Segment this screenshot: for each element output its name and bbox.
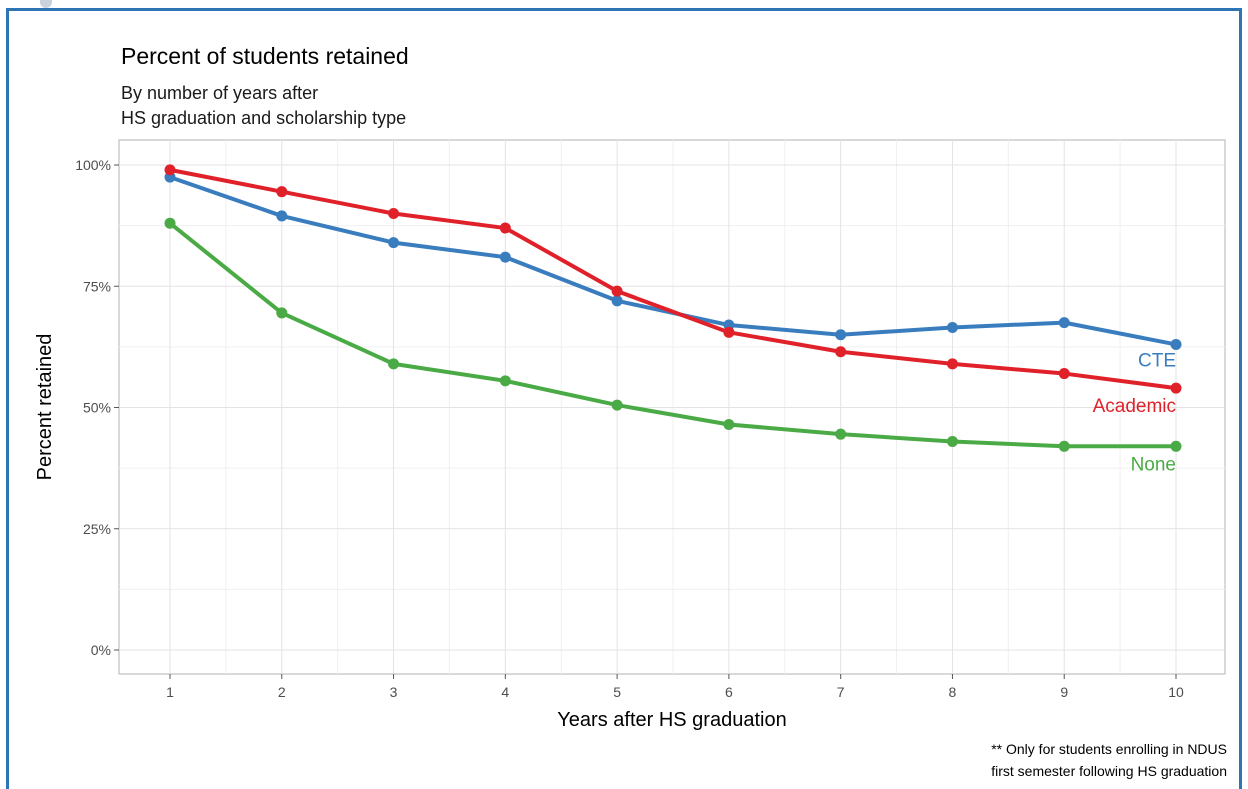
- data-point-academic: [835, 346, 847, 358]
- chart-title: Percent of students retained: [121, 43, 409, 69]
- x-tick-label: 1: [166, 684, 174, 700]
- data-point-none: [1170, 440, 1182, 452]
- data-point-cte: [835, 329, 847, 341]
- x-tick-label: 9: [1060, 684, 1068, 700]
- data-point-none: [611, 399, 623, 411]
- x-tick-label: 8: [949, 684, 957, 700]
- axis-ticks: 0% 25% 50% 75% 100% 1 2 3 4 5 6 7 8 9 10: [75, 157, 1184, 700]
- data-point-cte: [611, 295, 623, 307]
- x-tick-label: 6: [725, 684, 733, 700]
- series-line-academic: [168, 167, 1178, 391]
- data-point-none: [499, 375, 511, 387]
- data-series: [164, 164, 1182, 452]
- series-label-none: None: [1131, 454, 1176, 475]
- data-point-cte: [946, 321, 958, 333]
- frame-corner-mark: [40, 0, 52, 8]
- y-tick-label: 50%: [83, 400, 111, 416]
- data-point-none: [835, 428, 847, 440]
- y-axis-title: Percent retained: [34, 334, 56, 481]
- data-point-none: [1058, 440, 1070, 452]
- footnote-line-1: ** Only for students enrolling in NDUS: [991, 741, 1227, 757]
- x-axis-title: Years after HS graduation: [557, 709, 786, 731]
- data-point-academic: [1058, 368, 1070, 380]
- data-point-none: [388, 358, 400, 370]
- data-point-none: [276, 307, 288, 319]
- y-tick-label: 0%: [91, 642, 111, 658]
- x-tick-label: 3: [390, 684, 398, 700]
- x-tick-label: 4: [501, 684, 509, 700]
- data-point-none: [164, 217, 176, 229]
- data-point-cte: [1058, 317, 1070, 329]
- data-point-academic: [388, 208, 400, 219]
- x-tick-label: 10: [1168, 684, 1184, 700]
- data-point-cte: [276, 210, 288, 222]
- series-label-cte: CTE: [1138, 350, 1176, 371]
- y-tick-label: 100%: [75, 157, 111, 173]
- chart-subtitle-line-1: By number of years after: [121, 83, 318, 103]
- y-tick-label: 25%: [83, 521, 111, 537]
- series-labels: CTE Academic None: [1093, 350, 1176, 475]
- x-tick-label: 7: [837, 684, 845, 700]
- data-point-none: [946, 435, 958, 447]
- footnote-line-2: first semester following HS graduation: [991, 763, 1227, 779]
- series-label-academic: Academic: [1093, 396, 1176, 417]
- data-point-cte: [1170, 338, 1182, 350]
- data-point-cte: [388, 237, 400, 249]
- y-tick-label: 75%: [83, 278, 111, 294]
- x-tick-label: 5: [613, 684, 621, 700]
- data-point-academic: [499, 222, 511, 234]
- x-tick-label: 2: [278, 684, 286, 700]
- data-point-cte: [499, 251, 511, 263]
- series-line-none: [168, 221, 1178, 449]
- data-point-none: [723, 418, 735, 430]
- data-point-academic: [946, 358, 958, 370]
- data-point-academic: [164, 164, 176, 176]
- data-point-academic: [611, 285, 623, 297]
- data-point-academic: [1170, 382, 1182, 394]
- data-point-academic: [276, 186, 288, 198]
- chart-subtitle-line-2: HS graduation and scholarship type: [121, 108, 406, 128]
- data-point-academic: [723, 326, 735, 338]
